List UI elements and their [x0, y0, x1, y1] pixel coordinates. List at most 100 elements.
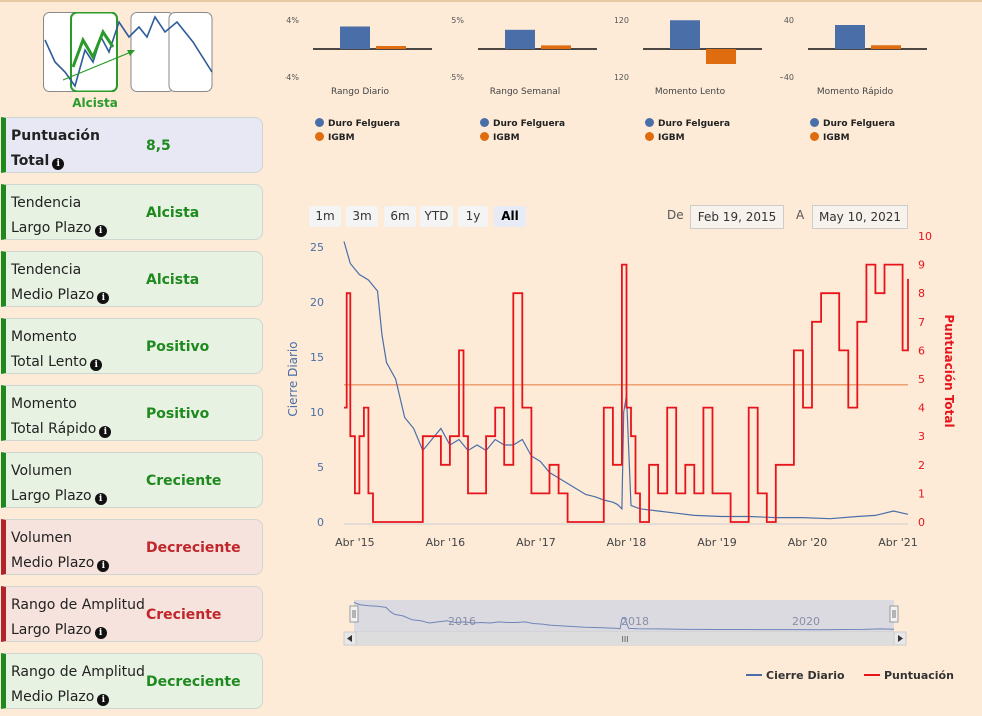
- mini-chart: 5% −5%: [450, 16, 597, 82]
- range-button-1y[interactable]: 1y: [458, 206, 488, 227]
- mini-legend: Duro Felguera IGBM: [645, 117, 730, 145]
- range-button-1m[interactable]: 1m: [309, 206, 341, 227]
- card-value: Alcista: [146, 272, 200, 288]
- right-tick-label: 9: [918, 259, 925, 272]
- right-tick-label: 0: [918, 516, 925, 529]
- range-button-3m[interactable]: 3m: [346, 206, 378, 227]
- mini-chart: 40 −40: [780, 16, 927, 82]
- card-label: Tendencia Medio Plazo i: [11, 258, 151, 308]
- info-icon[interactable]: i: [52, 158, 65, 170]
- mini-legend-duro[interactable]: Duro Felguera: [810, 117, 895, 131]
- mini-bar-duro[interactable]: [505, 29, 535, 49]
- mini-axis-bottom: −120: [615, 73, 629, 82]
- card-label: Momento Total Lento i: [11, 325, 151, 375]
- left-tick-label: 5: [317, 461, 324, 474]
- navigator-handle-right[interactable]: [889, 605, 899, 623]
- top-divider: [0, 0, 982, 2]
- info-icon[interactable]: i: [97, 694, 110, 706]
- card-volumen-largo: Volumen Largo Plazo i Creciente: [1, 452, 263, 508]
- x-tick-label: Abr '15: [335, 536, 375, 549]
- trend-sparkline-icon: [43, 12, 213, 92]
- legend-puntuacion[interactable]: Puntuación: [864, 669, 954, 682]
- right-tick-label: 2: [918, 459, 925, 472]
- trend-label: Alcista: [72, 96, 118, 110]
- to-label: A: [796, 208, 805, 222]
- mini-bar-igbm[interactable]: [871, 45, 901, 49]
- mini-legend-igbm[interactable]: IGBM: [315, 131, 400, 145]
- card-value: Positivo: [146, 406, 210, 422]
- navigator[interactable]: 2016 2018 2020 III: [340, 598, 910, 646]
- mini-chart: 120 −120: [615, 16, 762, 82]
- mini-bar-duro[interactable]: [670, 20, 700, 49]
- card-value: Decreciente: [146, 674, 241, 690]
- card-rango-largo: Rango de Amplitud Largo Plazo i Creciente: [1, 586, 263, 642]
- mini-legend-igbm[interactable]: IGBM: [645, 131, 730, 145]
- card-tendencia-medio: Tendencia Medio Plazo i Alcista: [1, 251, 263, 307]
- navigator-handle-left[interactable]: [349, 605, 359, 623]
- info-icon[interactable]: i: [90, 359, 103, 371]
- legend-puntuacion-swatch: [864, 674, 880, 676]
- mini-legend-duro[interactable]: Duro Felguera: [480, 117, 565, 131]
- right-tick-label: 8: [918, 287, 925, 300]
- legend-cierre[interactable]: Cierre Diario: [746, 669, 845, 682]
- navigator-series: [353, 602, 895, 631]
- card-label: Puntuación Total i: [11, 128, 100, 170]
- right-tick-label: 10: [918, 230, 932, 243]
- card-label: Volumen Medio Plazo i: [11, 526, 151, 576]
- mini-axis-top: 120: [615, 16, 629, 25]
- mini-chart-title: Momento Rápido: [816, 87, 894, 97]
- series-puntuacion-line[interactable]: [344, 263, 909, 523]
- info-icon[interactable]: i: [94, 627, 107, 639]
- left-tick-label: 20: [310, 296, 324, 309]
- mini-bar-igbm[interactable]: [541, 45, 571, 49]
- scrollbar-thumb[interactable]: [356, 633, 894, 644]
- mini-axis-top: 4%: [286, 16, 299, 25]
- mini-bar-igbm[interactable]: [706, 49, 736, 64]
- mini-axis-top: 40: [784, 16, 794, 25]
- card-label: Tendencia Largo Plazo i: [11, 191, 151, 241]
- right-tick-label: 4: [918, 402, 925, 415]
- range-button-all[interactable]: All: [494, 206, 526, 227]
- card-label: Volumen Largo Plazo i: [11, 459, 151, 509]
- range-button-ytd[interactable]: YTD: [420, 206, 453, 227]
- mini-legend: Duro Felguera IGBM: [810, 117, 895, 145]
- chevron-right-icon: [898, 635, 903, 642]
- mini-legend-igbm[interactable]: IGBM: [810, 131, 895, 145]
- info-icon[interactable]: i: [99, 426, 112, 438]
- navigator-year-label: 2016: [448, 615, 476, 628]
- legend-cierre-swatch: [746, 674, 762, 676]
- mini-legend-duro[interactable]: Duro Felguera: [645, 117, 730, 131]
- left-tick-label: 25: [310, 241, 324, 254]
- card-value: Alcista: [146, 205, 200, 221]
- info-icon[interactable]: i: [94, 225, 107, 237]
- from-date-input[interactable]: Feb 19, 2015: [690, 205, 784, 229]
- mini-bar-duro[interactable]: [835, 25, 865, 49]
- chevron-left-icon: [347, 635, 352, 642]
- range-button-6m[interactable]: 6m: [384, 206, 416, 227]
- to-date-input[interactable]: May 10, 2021: [812, 205, 908, 229]
- left-tick-label: 15: [310, 351, 324, 364]
- x-tick-label: Abr '21: [878, 536, 918, 549]
- right-tick-label: 1: [918, 487, 925, 500]
- x-tick-label: Abr '19: [697, 536, 737, 549]
- mini-axis-bottom: −40: [780, 73, 794, 82]
- mini-axis-bottom: −4%: [285, 73, 299, 82]
- info-icon[interactable]: i: [94, 493, 107, 505]
- info-icon[interactable]: i: [97, 560, 110, 572]
- navigator-selection[interactable]: [354, 600, 894, 632]
- mini-bar-igbm[interactable]: [376, 46, 406, 49]
- card-total: Puntuación Total i 8,5: [1, 117, 263, 173]
- right-tick-label: 7: [918, 316, 925, 329]
- mini-bar-duro[interactable]: [340, 26, 370, 50]
- left-tick-label: 10: [310, 406, 324, 419]
- scrollbar-grip-icon: III: [621, 635, 628, 644]
- mini-legend-duro[interactable]: Duro Felguera: [315, 117, 400, 131]
- main-chart: 0 5 10 15 20 25 0 1 2 3 4 5 6 7 8 9 10 Abr '15 Abr '16 Abr …: [286, 230, 956, 549]
- info-icon[interactable]: i: [97, 292, 110, 304]
- mini-legend-igbm[interactable]: IGBM: [480, 131, 565, 145]
- mini-chart-title: Rango Diario: [330, 87, 389, 97]
- card-momento-lento: Momento Total Lento i Positivo: [1, 318, 263, 374]
- mini-chart-title: Momento Lento: [654, 87, 726, 97]
- card-value: 8,5: [146, 138, 171, 154]
- series-cierre-line[interactable]: [343, 241, 909, 520]
